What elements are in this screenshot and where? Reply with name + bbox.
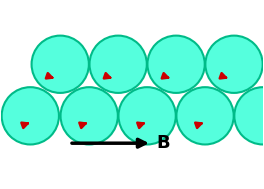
- Circle shape: [119, 87, 176, 144]
- Circle shape: [234, 87, 264, 144]
- Circle shape: [89, 36, 147, 93]
- Circle shape: [205, 36, 263, 93]
- Circle shape: [147, 36, 205, 93]
- Circle shape: [32, 36, 89, 93]
- Text: B: B: [157, 134, 170, 152]
- Circle shape: [176, 87, 234, 144]
- Circle shape: [60, 87, 118, 144]
- Circle shape: [2, 87, 59, 144]
